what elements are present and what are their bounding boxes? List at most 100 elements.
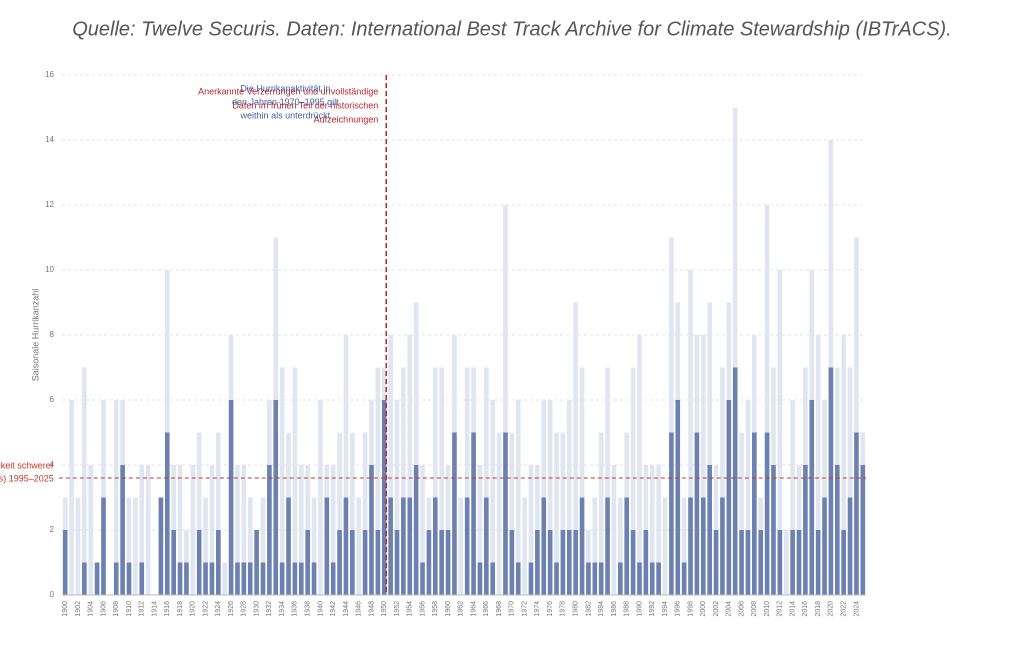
y-tick-label: 6 [50,395,55,404]
bar [190,465,196,595]
y-tick-label: 2 [50,525,55,534]
x-tick-label: 1988 [624,601,631,617]
bar [847,497,853,595]
bar [401,497,406,595]
x-tick-label: 1900 [62,601,69,617]
bar [566,530,572,595]
bar [452,432,457,595]
bar [477,562,483,595]
bar [752,432,757,595]
bar [828,367,834,595]
bar [586,562,591,595]
bar [509,530,515,595]
bar [337,530,342,595]
bar [484,367,489,595]
bar [209,465,215,595]
bar [605,497,610,595]
x-tick-label: 1932 [266,601,273,617]
bar [535,530,540,595]
caption: Quelle: Twelve Securis. Daten: Internati… [72,18,952,40]
bar [196,530,202,595]
bar [528,562,534,595]
x-tick-label: 1926 [228,601,235,617]
bar [203,562,208,595]
x-tick-label: 2024 [853,601,860,617]
bar [273,400,279,595]
x-tick-label: 1946 [356,601,363,617]
bar [777,270,783,595]
bar [216,530,221,595]
annotation: weithin als unterdrückt [240,110,331,120]
bar [260,562,266,595]
x-tick-label: 1986 [611,601,618,617]
bar [490,562,496,595]
bar [432,367,438,595]
x-tick-label: 1944 [343,601,350,617]
bar [420,465,425,595]
y-axis-label: Saisonale Hurrikanzahl [30,289,40,382]
annotation: Daten im frühen Teil der historischen [232,100,378,110]
bar [662,497,668,595]
x-tick-label: 2002 [713,601,720,617]
x-tick-label: 1948 [368,601,375,617]
bar [560,530,566,595]
bar [490,400,496,595]
bar [822,497,827,595]
bar [292,367,298,595]
x-tick-label: 1970 [509,601,516,617]
bar [484,497,489,595]
bar [407,335,413,595]
bar [688,497,693,595]
bar [247,497,253,595]
bar [547,530,553,595]
bar [860,465,866,595]
bar [388,335,393,595]
bar [618,497,623,595]
x-tick-label: 1908 [113,601,120,617]
bar [158,497,164,595]
bar [458,497,464,595]
bar [579,367,585,595]
bar [69,400,74,595]
bar [618,562,623,595]
bar [126,562,132,595]
annotation: Aufzeichnungen [314,114,379,124]
x-tick-label: 1978 [560,601,567,617]
bar [809,400,815,595]
bar [260,497,266,595]
bar [343,335,349,595]
bar [88,465,94,595]
bar [592,497,598,595]
bar [330,562,336,595]
bar [764,432,770,595]
y-tick-label: 10 [45,265,54,274]
bar [681,497,687,595]
bar [216,432,221,595]
bar [700,335,706,595]
x-tick-label: 1968 [496,601,503,617]
bar [790,400,795,595]
x-tick-label: 2016 [802,601,809,617]
y-tick-label: 14 [45,135,54,144]
x-tick-label: 2000 [700,601,707,617]
bar [254,530,259,595]
bar [196,432,202,595]
bar [732,107,738,595]
bar [298,465,304,595]
bar [375,530,381,595]
bar [426,530,432,595]
bar [630,367,636,595]
bar [241,562,247,595]
x-tick-label: 1940 [317,601,324,617]
bar [292,562,298,595]
bar [407,497,413,595]
bar [311,497,317,595]
bar [732,367,738,595]
bar [720,497,725,595]
bar [783,530,789,595]
bar [841,335,846,595]
x-tick-label: 1916 [164,601,171,617]
x-tick-label: 2014 [789,601,796,617]
x-tick-label: 1966 [483,601,490,617]
x-tick-label: 1956 [419,601,426,617]
